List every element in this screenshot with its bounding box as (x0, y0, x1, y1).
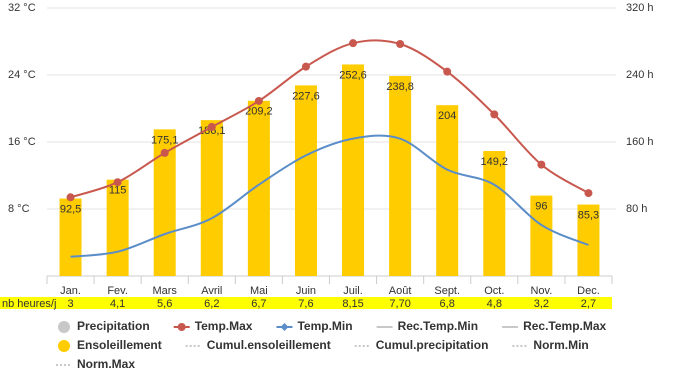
x-tick-label: Dec. (577, 285, 600, 297)
x-tick-label: Avril (201, 285, 222, 297)
x-tick-label: Sept. (434, 285, 460, 297)
y-tick-label: 8 °C (8, 203, 30, 215)
y-tick-label: 32 °C (8, 2, 36, 14)
legend-item[interactable]: Temp.Max (195, 319, 253, 333)
bar (389, 76, 412, 276)
bar (530, 195, 553, 276)
y2-tick-label: 240 h (626, 69, 654, 81)
line-marker (349, 39, 358, 48)
bar-value-label: 96 (535, 201, 547, 213)
line-marker (537, 160, 546, 169)
bar (294, 85, 317, 276)
bar-value-label: 186,1 (198, 125, 226, 137)
legend-item[interactable]: Rec.Temp.Max (523, 319, 606, 333)
bar (436, 105, 459, 277)
y2-tick-label: 160 h (626, 136, 654, 148)
legend-symbol (177, 323, 186, 331)
hours-value: 6,8 (440, 298, 455, 310)
hours-value: 4,8 (487, 298, 502, 310)
hours-value: 3,2 (534, 298, 549, 310)
line-marker (66, 193, 75, 202)
bar-value-label: 92,5 (60, 203, 81, 215)
x-tick-label: Mars (152, 285, 177, 297)
y-tick-label: 16 °C (8, 136, 36, 148)
line-marker (113, 178, 122, 187)
y2-tick-label: 320 h (626, 2, 654, 14)
bar (247, 100, 270, 276)
bar-value-label: 209,2 (245, 106, 273, 118)
line-marker (584, 189, 593, 198)
legend-item[interactable]: Temp.Min (297, 319, 352, 333)
hours-value: 6,7 (251, 298, 266, 310)
legend-item[interactable]: Cumul.ensoleillement (207, 338, 331, 352)
line-marker (301, 62, 310, 71)
legend-item[interactable]: Rec.Temp.Min (398, 319, 478, 333)
x-tick-label: Fev. (107, 285, 128, 297)
line-marker (254, 96, 263, 105)
line-marker (490, 110, 499, 119)
bar-value-label: 227,6 (292, 90, 320, 102)
hours-value: 6,2 (204, 298, 219, 310)
bar-value-label: 252,6 (339, 69, 367, 81)
hours-value: 3 (67, 298, 73, 310)
bar (153, 129, 176, 276)
legend-item[interactable]: Norm.Min (533, 338, 588, 352)
legend-item[interactable]: Ensoleillement (77, 338, 162, 352)
line-marker (443, 67, 452, 76)
x-tick-label: Août (389, 285, 412, 297)
x-tick-label: Jan. (60, 285, 81, 297)
x-tick-label: Oct. (484, 285, 504, 297)
bar-value-label: 115 (109, 185, 127, 197)
bar (200, 120, 223, 276)
hours-value: 4,1 (110, 298, 125, 310)
x-tick-label: Nov. (530, 285, 552, 297)
line-marker (207, 122, 216, 131)
line (70, 134, 589, 258)
line-marker (160, 148, 169, 157)
bar (577, 204, 600, 276)
hours-label: nb heures/j (2, 298, 56, 310)
bar-value-label: 85,3 (578, 209, 599, 221)
legend-item[interactable]: Norm.Max (77, 357, 135, 371)
x-tick-label: Mai (250, 285, 268, 297)
legend-symbol (58, 321, 70, 333)
y2-tick-label: 80 h (626, 203, 647, 215)
hours-value: 5,6 (157, 298, 172, 310)
y-tick-label: 24 °C (8, 69, 36, 81)
x-tick-label: Juin (296, 285, 316, 297)
legend-item[interactable]: Precipitation (77, 319, 150, 333)
hours-band (0, 297, 612, 309)
line (70, 39, 589, 199)
x-tick-label: Juil. (343, 285, 363, 297)
hours-value: 2,7 (581, 298, 596, 310)
bar (342, 64, 365, 276)
bar-value-label: 204 (438, 110, 456, 122)
legend-symbol (280, 323, 289, 331)
line-marker (396, 40, 405, 49)
hours-value: 7,70 (389, 298, 410, 310)
bar-value-label: 238,8 (386, 81, 414, 93)
hours-value: 8,15 (342, 298, 363, 310)
legend-item[interactable]: Cumul.precipitation (376, 338, 489, 352)
bar (483, 151, 506, 276)
legend-symbol (58, 340, 70, 352)
bar-value-label: 175,1 (151, 134, 179, 146)
bar-value-label: 149,2 (481, 156, 509, 168)
hours-value: 7,6 (298, 298, 313, 310)
